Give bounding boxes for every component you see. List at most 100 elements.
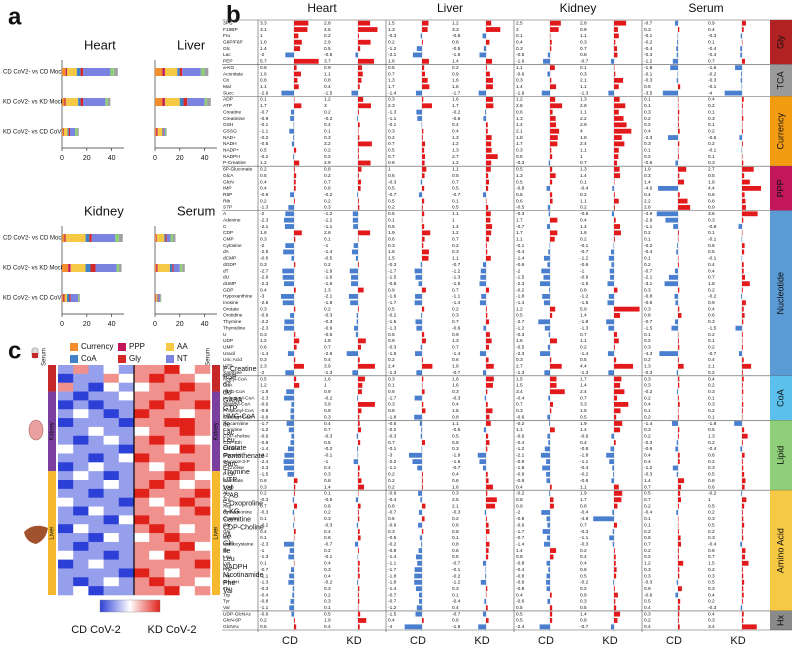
bar xyxy=(485,109,486,115)
bar xyxy=(480,274,486,280)
value-label: 0.2 xyxy=(580,586,587,592)
value-label: -0.2 xyxy=(388,427,397,433)
value-label: 0.3 xyxy=(516,46,523,52)
value-label: 0.4 xyxy=(644,605,651,611)
bar xyxy=(543,300,550,306)
bar xyxy=(292,497,294,503)
heatmap-cell xyxy=(58,541,74,552)
bar-segment xyxy=(156,234,157,242)
column-header: Heart xyxy=(307,1,337,15)
value-label: 1.1 xyxy=(516,427,523,433)
heatmap-cell xyxy=(73,559,89,569)
heatmap-row-label: dU xyxy=(223,390,232,397)
heatmap-cell xyxy=(58,480,74,490)
value-label: -0.7 xyxy=(452,192,461,198)
value-label: 2.1 xyxy=(452,503,459,509)
bar xyxy=(281,293,294,299)
heatmap-cell xyxy=(73,471,89,481)
bar xyxy=(609,268,614,274)
bar-segment xyxy=(64,294,67,302)
value-label: 1.1 xyxy=(580,148,587,154)
heatmap-cell xyxy=(194,426,211,437)
value-label: 0.2 xyxy=(452,516,459,522)
value-label: 0.1 xyxy=(324,605,331,611)
value-label: -2.4 xyxy=(516,624,525,630)
value-label: 0.2 xyxy=(324,198,331,204)
x-tick-label: 20 xyxy=(176,155,184,162)
value-label: 0.6 xyxy=(452,478,459,484)
bar-segment xyxy=(78,294,80,302)
heatmap-cell xyxy=(164,435,180,445)
value-label: 0.5 xyxy=(388,186,395,192)
serum-tube-fill xyxy=(32,353,38,358)
value-label: 0.3 xyxy=(388,529,395,535)
value-label: 0.2 xyxy=(388,135,395,141)
value-label: -0.7 xyxy=(452,465,461,471)
bar xyxy=(678,109,680,115)
value-label: 0.3 xyxy=(708,160,715,166)
bar xyxy=(414,268,422,274)
value-label: 0.4 xyxy=(260,186,267,192)
bar xyxy=(486,490,488,496)
bar xyxy=(294,363,304,369)
value-label: 0.4 xyxy=(324,421,331,427)
heatmap-cell xyxy=(149,488,165,498)
bar xyxy=(486,548,489,553)
bar-segment xyxy=(70,128,76,136)
value-label: -0.2 xyxy=(324,116,333,122)
value-label: 0.6 xyxy=(452,618,459,624)
heatmap-cell xyxy=(194,577,211,587)
heatmap-cell xyxy=(134,418,150,428)
value-label: -1.3 xyxy=(388,109,397,115)
bar xyxy=(740,605,742,611)
row-label: Fru xyxy=(223,33,231,39)
value-label: -0.2 xyxy=(388,541,397,547)
heatmap-cell xyxy=(149,533,165,543)
bar xyxy=(742,471,745,477)
bar xyxy=(614,287,618,293)
x-tick-label: 0 xyxy=(60,155,64,162)
value-label: 0.4 xyxy=(324,122,331,128)
heatmap-cell xyxy=(73,400,89,410)
value-label: -2.7 xyxy=(260,268,269,274)
value-label: 3.3 xyxy=(260,20,267,26)
value-label: -0.8 xyxy=(452,33,461,39)
value-label: 0.3 xyxy=(388,402,395,408)
value-label: -1.1 xyxy=(324,224,333,230)
bar xyxy=(418,592,422,598)
value-label: 0.8 xyxy=(324,167,331,173)
value-label: -1.1 xyxy=(260,605,269,611)
row-label: Glu xyxy=(223,529,231,535)
bar xyxy=(614,573,617,579)
value-label: 0.5 xyxy=(388,332,395,338)
bar xyxy=(742,497,747,503)
heatmap-cell xyxy=(118,373,135,383)
row-label: NAD+ xyxy=(223,135,236,141)
bar xyxy=(422,471,423,477)
bar-segment xyxy=(70,294,79,302)
row-label: Hypoxanthine xyxy=(223,294,253,300)
value-label: -0.7 xyxy=(452,370,461,376)
bar xyxy=(358,46,361,52)
bar xyxy=(416,46,422,52)
value-label: 0.2 xyxy=(388,357,395,363)
bar xyxy=(358,427,362,433)
value-label: 0.2 xyxy=(644,338,651,344)
bar xyxy=(422,160,425,166)
group-bar xyxy=(770,420,792,491)
bar xyxy=(546,579,550,585)
bar xyxy=(550,382,557,388)
bar xyxy=(358,20,371,26)
bar xyxy=(412,459,422,465)
value-label: 0.2 xyxy=(324,592,331,598)
bar xyxy=(415,90,422,96)
heatmap-row-label: GTP xyxy=(223,405,238,412)
value-label: -0.9 xyxy=(516,580,525,586)
value-label: 0.6 xyxy=(260,345,267,351)
value-label: 1.1 xyxy=(580,338,587,344)
bar xyxy=(419,421,422,426)
subcolumn-label: CD xyxy=(282,635,298,647)
value-label: 0.6 xyxy=(708,313,715,319)
bar xyxy=(422,402,424,407)
bar xyxy=(358,560,360,566)
